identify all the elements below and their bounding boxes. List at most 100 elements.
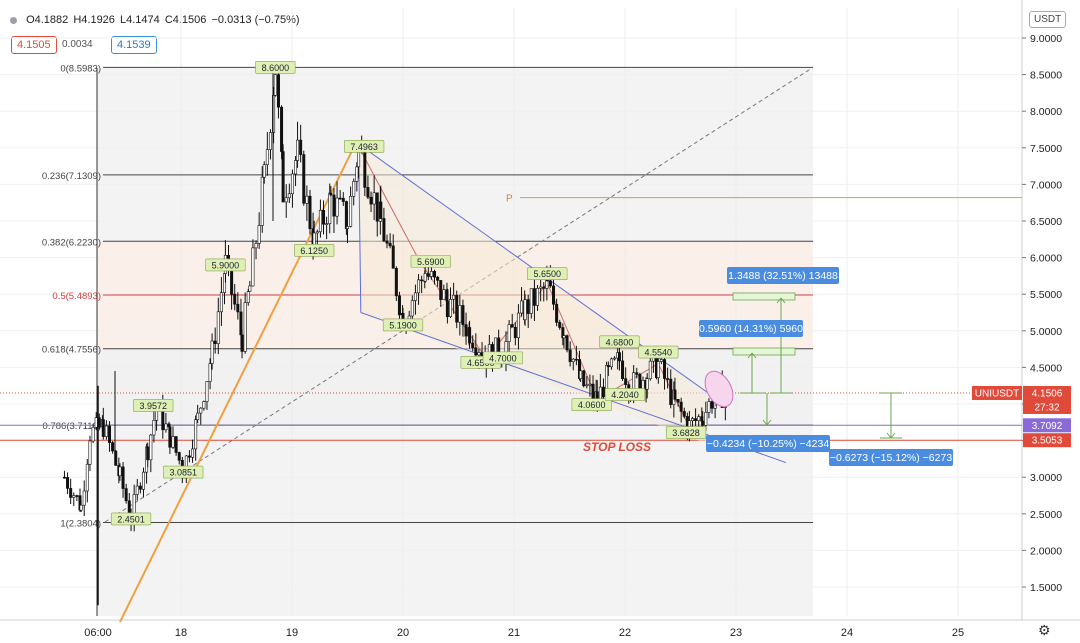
fib-level-label: 0.382(6.2230) <box>42 237 101 248</box>
candle-body <box>574 358 578 361</box>
symbol-price-tag-box <box>972 385 1022 400</box>
candle-body <box>199 407 203 414</box>
candle-body <box>707 401 711 413</box>
candle-body <box>601 386 605 397</box>
sell-price-button[interactable]: 4.1505 <box>11 36 57 54</box>
measurement-box <box>727 267 839 284</box>
candle-body <box>694 418 698 422</box>
candle-body <box>191 448 195 458</box>
price-axis-label: 6.0000 <box>1030 253 1062 265</box>
candle-body <box>141 471 145 490</box>
measurement-box <box>699 320 803 337</box>
candle-body <box>243 302 247 352</box>
candle-body <box>210 340 214 364</box>
candle-body <box>510 324 514 328</box>
candle-body <box>236 303 240 313</box>
candle-body <box>532 288 536 306</box>
candle-body <box>388 242 392 247</box>
gear-icon[interactable]: ⚙ <box>1038 622 1051 638</box>
orange-trend-line <box>119 143 357 623</box>
candle-body <box>305 195 309 204</box>
candle-body <box>520 300 524 314</box>
fib-level-label: 1(2.3804) <box>60 519 101 530</box>
highlight-ellipse <box>704 370 734 408</box>
point-label: 6.1250 <box>300 246 328 256</box>
measure-arrow <box>780 297 786 304</box>
candle-body <box>124 488 128 502</box>
target-zone <box>732 347 796 356</box>
candle-body <box>624 378 628 385</box>
point-label: 4.7000 <box>489 353 517 363</box>
candle-body <box>676 399 680 403</box>
candle-body <box>240 334 244 352</box>
candle-body <box>638 374 642 391</box>
candle-body <box>328 192 332 225</box>
currency-button[interactable]: USDT <box>1029 11 1067 28</box>
candle-body <box>579 370 583 379</box>
candle-body <box>656 361 660 378</box>
candle-body <box>138 485 142 490</box>
fib-level-label: 0.236(7.1309) <box>42 171 101 182</box>
candle-body <box>548 280 552 287</box>
measurement-label: 1.3488 (32.51%) 13488 <box>728 270 838 282</box>
candle-body <box>379 201 383 219</box>
candle-body <box>410 300 414 317</box>
point-label: 5.1900 <box>389 320 417 330</box>
candle-body <box>697 416 701 422</box>
candle-body <box>429 271 433 277</box>
candle-body <box>355 166 359 182</box>
point-label: 4.0600 <box>578 400 606 410</box>
candle-body <box>582 370 586 387</box>
candle-body <box>251 247 255 287</box>
point-label-box <box>205 258 246 272</box>
time-axis-label: 06:00 <box>84 627 112 639</box>
candle-body <box>168 426 172 448</box>
point-label-box <box>344 140 385 153</box>
candle-body <box>366 187 370 198</box>
candle-body <box>439 280 443 300</box>
point-label-box <box>133 399 174 412</box>
candle-body <box>648 360 652 380</box>
candle-body <box>565 335 569 351</box>
candle-body <box>196 412 200 420</box>
buy-price-button[interactable]: 4.1539 <box>111 36 157 54</box>
point-label: 2.4501 <box>117 514 145 524</box>
candle-body <box>205 381 209 402</box>
candle-body <box>526 299 530 314</box>
candle-body <box>273 74 277 96</box>
price-axis-label: 5.5000 <box>1030 289 1062 301</box>
fib-level-label: 0(8.5983) <box>60 63 101 74</box>
candle-body <box>673 389 677 400</box>
candle-body <box>701 420 705 426</box>
price-axis-label: 9.0000 <box>1030 33 1062 45</box>
point-label-box <box>163 465 204 479</box>
candle-body <box>302 154 306 204</box>
candle-body <box>149 434 153 461</box>
candle-body <box>682 411 686 417</box>
candle-body <box>617 352 621 362</box>
candle-body <box>246 291 250 303</box>
point-label-box <box>255 60 296 74</box>
spread-value: 0.0034 <box>62 39 93 50</box>
point-label-box <box>410 254 451 268</box>
candle-body <box>397 295 401 316</box>
candle-body <box>257 225 261 244</box>
purple-level-tag: 3.7092 <box>1032 421 1063 432</box>
stop-loss-tag: 3.5053 <box>1032 436 1063 447</box>
candle-body <box>471 342 475 349</box>
fib-level-label: 0.5(5.4893) <box>52 291 101 302</box>
stop-loss-label: STOP LOSS <box>583 440 651 454</box>
candle-body <box>284 197 288 203</box>
candle-body <box>72 495 76 498</box>
candle-body <box>111 442 115 452</box>
candle-body <box>455 294 459 323</box>
candle-body <box>82 490 86 506</box>
price-axis-label: 1.5000 <box>1030 582 1062 594</box>
price-axis-label: 7.0000 <box>1030 179 1062 191</box>
point-label-box <box>599 335 640 349</box>
candle-body <box>91 426 95 442</box>
measurement-label: −0.6273 (−15.12%) −6273 <box>830 452 952 464</box>
candle-body <box>710 401 714 409</box>
candle-body <box>121 466 125 489</box>
